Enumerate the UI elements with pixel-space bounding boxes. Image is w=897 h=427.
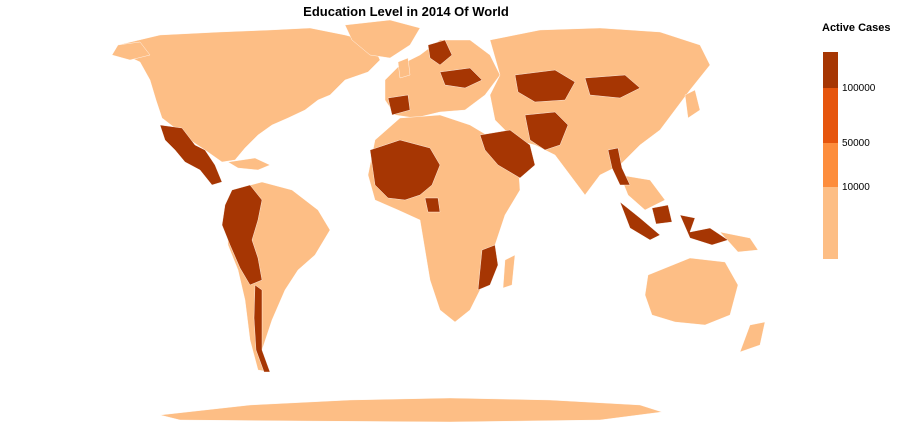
region-madagascar[interactable] xyxy=(502,254,516,289)
region-antarctica[interactable] xyxy=(159,397,663,423)
region-sahel[interactable] xyxy=(369,139,441,201)
legend-title: Active Cases xyxy=(822,22,891,34)
highlight-layer xyxy=(159,39,729,373)
region-chile[interactable] xyxy=(253,284,271,373)
region-mexico[interactable] xyxy=(159,124,223,186)
region-uk[interactable] xyxy=(397,57,411,79)
region-central-europe[interactable] xyxy=(439,67,483,89)
legend-swatch-highest xyxy=(823,52,838,88)
region-colombia-ecuador-peru[interactable] xyxy=(221,184,263,286)
region-mongolia[interactable] xyxy=(584,74,641,99)
region-sulawesi-papua[interactable] xyxy=(679,214,729,246)
legend-swatch-low xyxy=(823,187,838,259)
region-spain[interactable] xyxy=(387,94,411,116)
region-new-zealand[interactable] xyxy=(739,321,766,353)
region-north-america[interactable] xyxy=(117,27,381,163)
region-sweden[interactable] xyxy=(427,39,453,66)
region-alaska-west[interactable] xyxy=(111,41,151,61)
region-kazakhstan[interactable] xyxy=(514,69,576,103)
map-title: Education Level in 2014 Of World xyxy=(303,4,509,19)
region-indonesia[interactable] xyxy=(619,201,661,241)
region-myanmar[interactable] xyxy=(607,147,631,186)
region-gabon[interactable] xyxy=(424,197,441,213)
region-borneo[interactable] xyxy=(651,204,673,225)
region-papua[interactable] xyxy=(719,231,759,253)
region-caribbean[interactable] xyxy=(227,157,271,171)
region-iran-pakistan[interactable] xyxy=(524,111,569,151)
legend-tick-50000: 50000 xyxy=(842,138,870,149)
world-choropleth-map xyxy=(111,19,766,423)
legend-color-bar xyxy=(823,52,838,259)
region-southeast-asia[interactable] xyxy=(619,174,666,211)
legend-tick-10000: 10000 xyxy=(842,182,870,193)
region-mozambique[interactable] xyxy=(477,244,499,291)
region-greenland[interactable] xyxy=(344,19,421,59)
legend-swatch-mid xyxy=(823,143,838,187)
legend-tick-100000: 100000 xyxy=(842,83,876,94)
legend: Active Cases 100000 50000 10000 xyxy=(822,22,897,259)
region-japan[interactable] xyxy=(684,89,701,119)
region-saudi-arabia[interactable] xyxy=(479,129,536,179)
legend-swatch-high xyxy=(823,88,838,143)
region-australia[interactable] xyxy=(644,257,739,326)
